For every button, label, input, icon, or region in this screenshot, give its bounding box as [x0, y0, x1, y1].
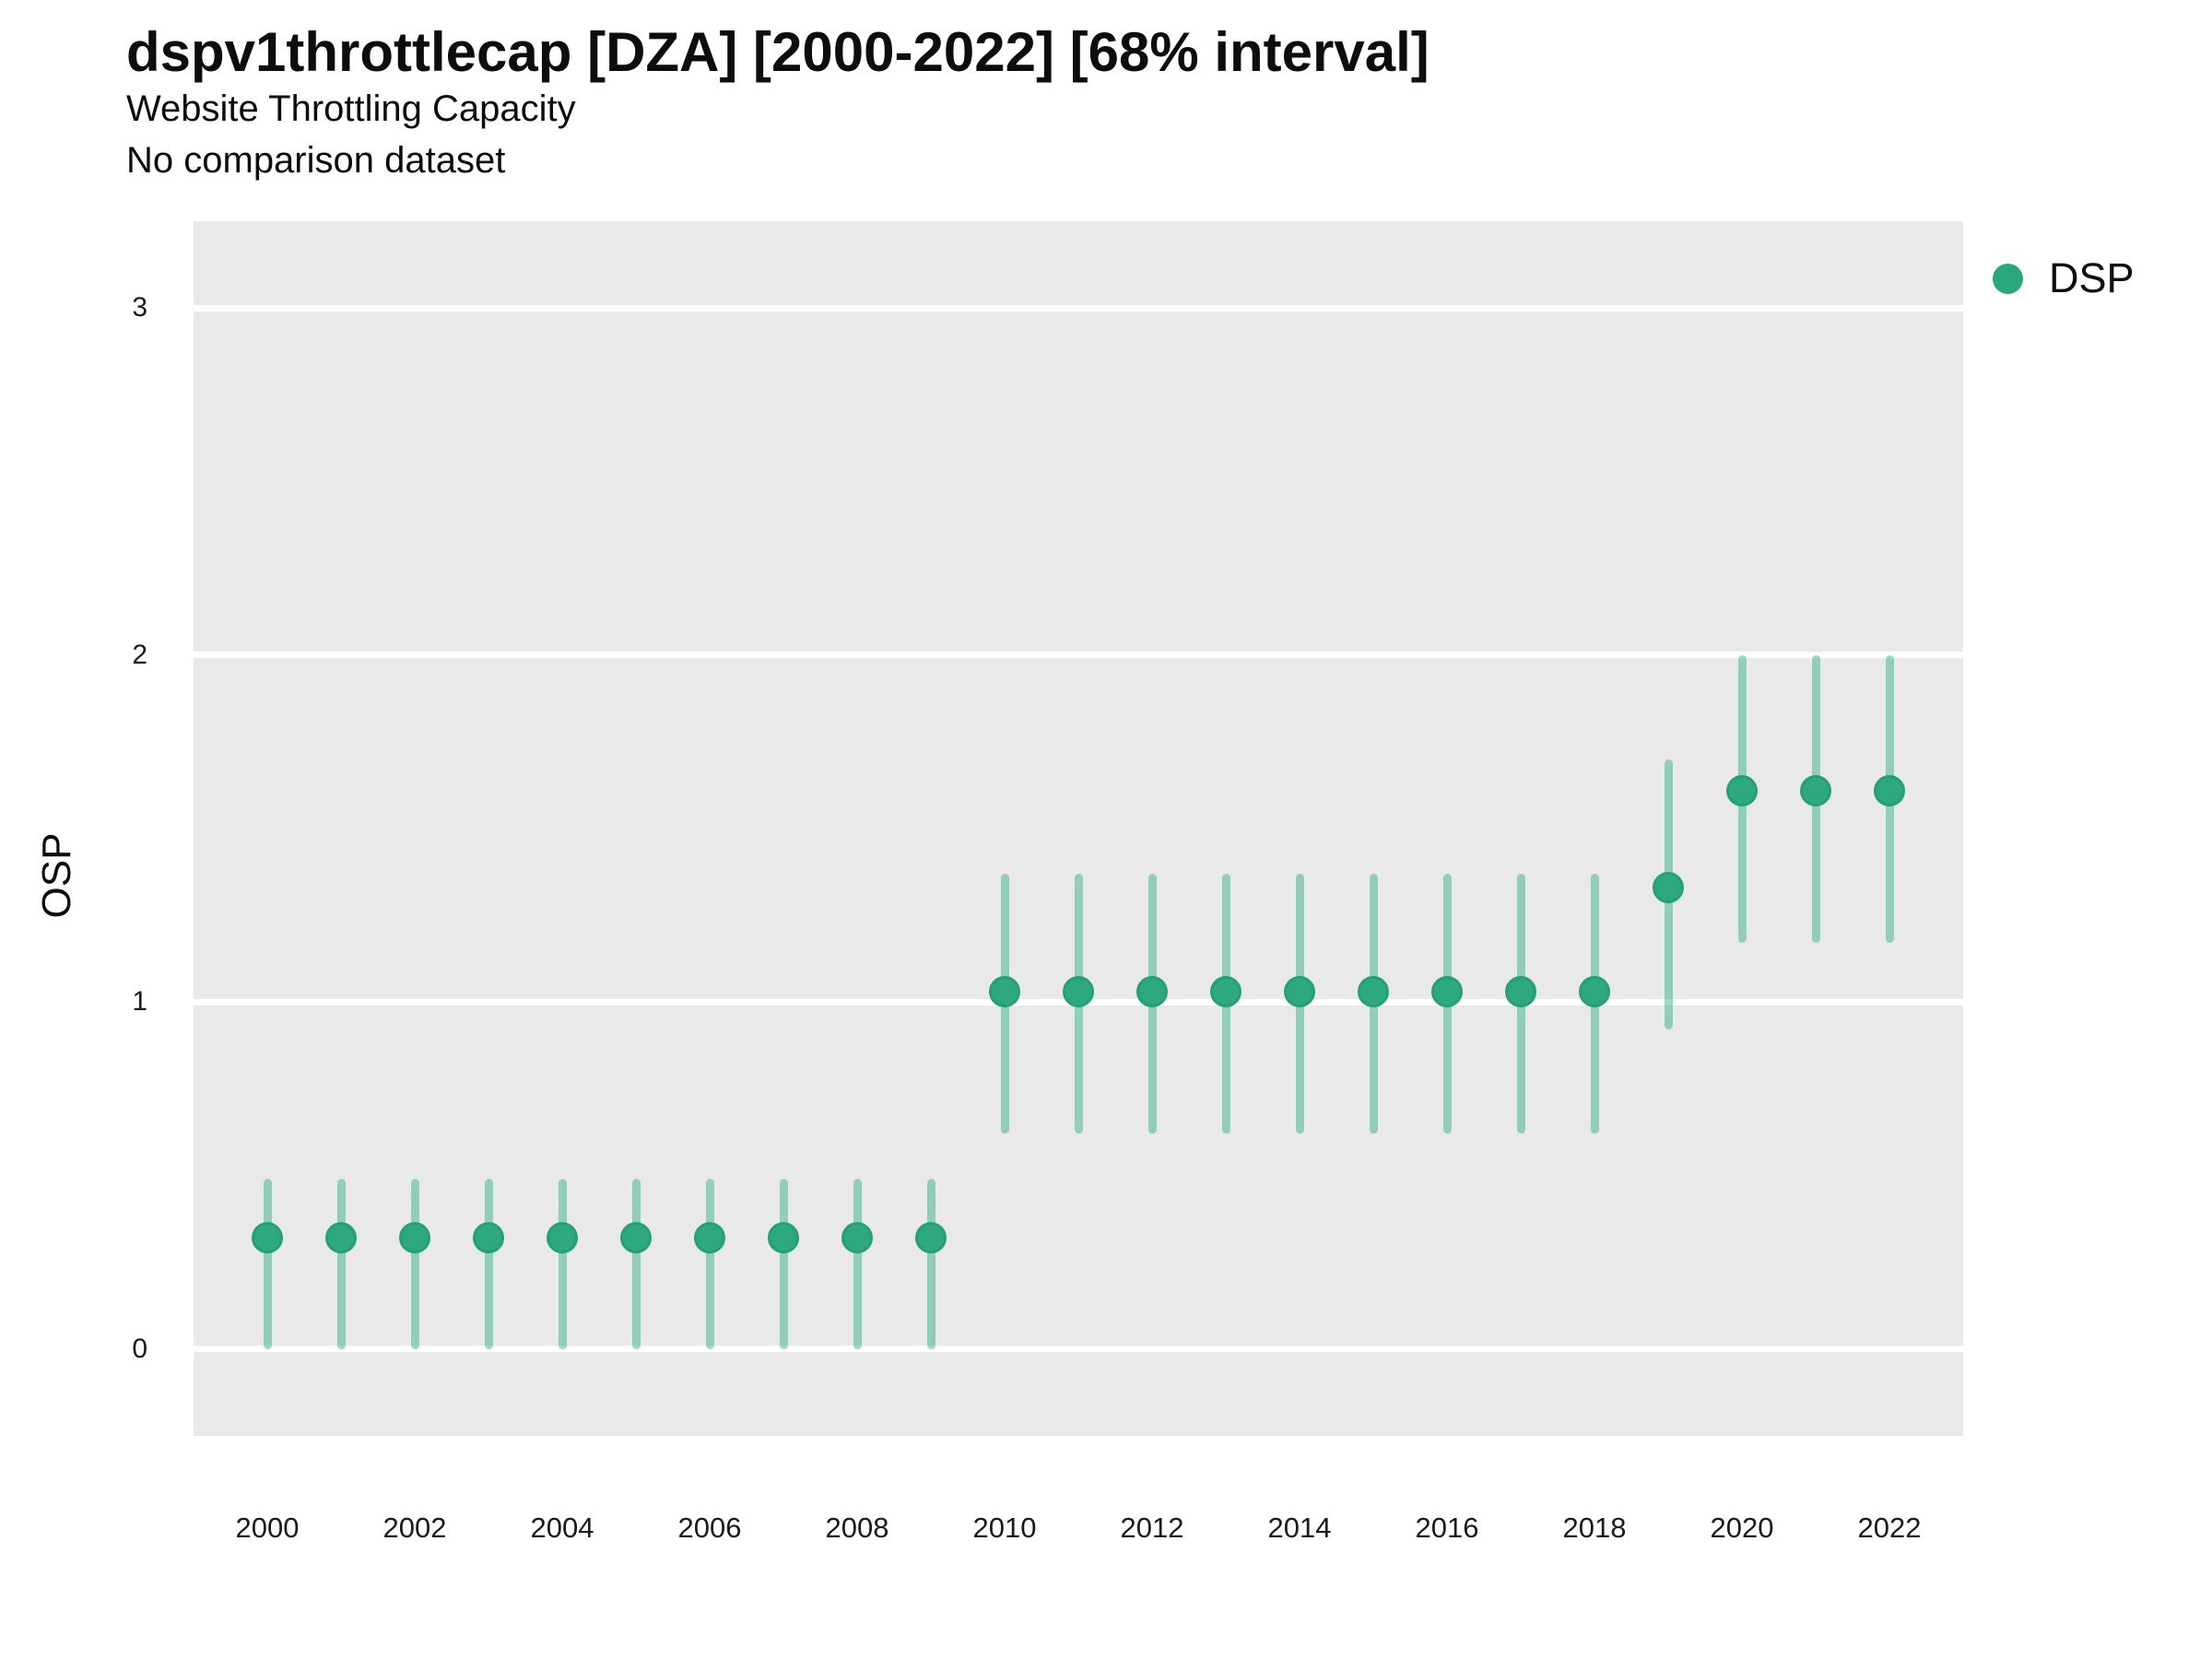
data-point-2008[interactable] [841, 1222, 873, 1254]
interval-bar-2007 [779, 1179, 788, 1349]
y-tick-label-1: 1 [132, 986, 147, 1018]
data-point-2003[interactable] [473, 1222, 504, 1254]
interval-bar-2006 [705, 1179, 714, 1349]
data-point-2005[interactable] [620, 1222, 652, 1254]
gridline-y-3 [194, 304, 1963, 312]
data-point-2001[interactable] [325, 1222, 357, 1254]
x-tick-label-2010: 2010 [972, 1512, 1037, 1544]
interval-bar-2002 [410, 1179, 419, 1349]
data-point-2014[interactable] [1284, 975, 1315, 1007]
data-point-2002[interactable] [399, 1222, 430, 1254]
data-point-2006[interactable] [694, 1222, 725, 1254]
x-tick-label-2012: 2012 [1120, 1512, 1184, 1544]
y-tick-label-0: 0 [132, 1333, 147, 1364]
gridline-y-2 [194, 652, 1963, 659]
x-tick-label-2014: 2014 [1267, 1512, 1332, 1544]
x-tick-label-2018: 2018 [1562, 1512, 1627, 1544]
data-point-2004[interactable] [547, 1222, 578, 1254]
interval-bar-2004 [558, 1179, 567, 1349]
data-point-2022[interactable] [1874, 774, 1905, 806]
legend-label: DSP [2049, 254, 2135, 301]
data-point-2013[interactable] [1210, 975, 1241, 1007]
x-tick-label-2002: 2002 [382, 1512, 447, 1544]
y-tick-label-2: 2 [132, 639, 147, 670]
x-tick-label-2006: 2006 [677, 1512, 742, 1544]
legend-item-dsp[interactable]: DSP [1993, 254, 2135, 302]
data-point-2017[interactable] [1505, 975, 1536, 1007]
x-tick-label-2004: 2004 [530, 1512, 594, 1544]
data-point-2009[interactable] [915, 1222, 947, 1254]
data-point-2016[interactable] [1431, 975, 1463, 1007]
interval-bar-2008 [853, 1179, 862, 1349]
data-point-2010[interactable] [989, 975, 1020, 1007]
data-point-2020[interactable] [1726, 774, 1758, 806]
x-tick-label-2000: 2000 [235, 1512, 300, 1544]
comparison-note: No comparison dataset [126, 140, 506, 181]
data-point-2011[interactable] [1063, 975, 1094, 1007]
plot-panel [194, 221, 1963, 1436]
legend-marker-icon [1993, 263, 2023, 294]
chart-title: dspv1throttlecap [DZA] [2000-2022] [68% … [126, 21, 1430, 83]
chart-subtitle: Website Throttling Capacity [126, 88, 576, 129]
interval-bar-2001 [336, 1179, 346, 1349]
x-tick-label-2020: 2020 [1710, 1512, 1774, 1544]
data-point-2018[interactable] [1579, 975, 1610, 1007]
y-axis-title: OSP [34, 832, 79, 919]
interval-bar-2000 [263, 1179, 272, 1349]
y-tick-label-3: 3 [132, 292, 147, 324]
data-point-2012[interactable] [1136, 975, 1168, 1007]
x-tick-label-2008: 2008 [825, 1512, 889, 1544]
interval-bar-2003 [484, 1179, 493, 1349]
x-tick-label-2016: 2016 [1415, 1512, 1479, 1544]
gridline-y-0 [194, 1346, 1963, 1353]
data-point-2000[interactable] [252, 1222, 283, 1254]
data-point-2015[interactable] [1358, 975, 1389, 1007]
data-point-2021[interactable] [1800, 774, 1831, 806]
x-tick-label-2022: 2022 [1857, 1512, 1922, 1544]
data-point-2019[interactable] [1653, 872, 1684, 904]
data-point-2007[interactable] [768, 1222, 799, 1254]
interval-bar-2005 [631, 1179, 641, 1349]
interval-bar-2009 [926, 1179, 935, 1349]
